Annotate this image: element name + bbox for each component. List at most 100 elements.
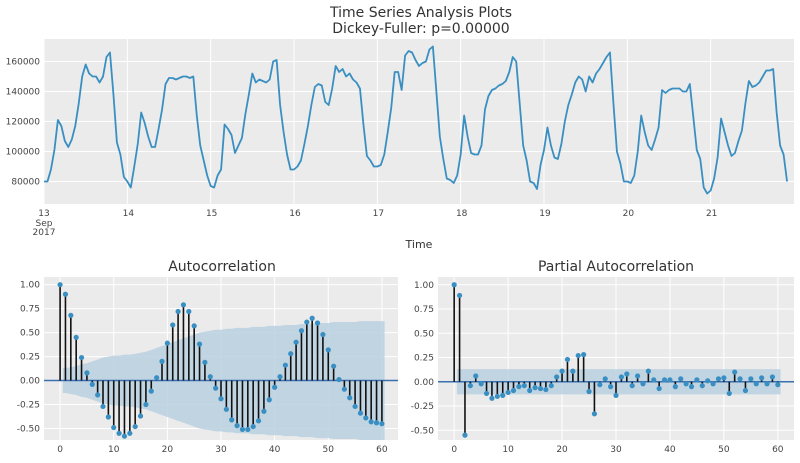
pacf-y-tick-label: 0.50 xyxy=(414,329,434,339)
acf-point xyxy=(191,323,197,329)
pacf-point xyxy=(624,371,630,377)
acf-point xyxy=(84,370,90,376)
pacf-point xyxy=(656,385,662,392)
pacf-y-tick-label: 0.75 xyxy=(414,305,434,315)
acf-point xyxy=(121,433,128,439)
pacf-point xyxy=(473,373,479,379)
pacf-x-tick-label: 0 xyxy=(451,445,457,455)
pacf-point xyxy=(489,395,495,401)
pacf-title: Partial Autocorrelation xyxy=(538,259,694,275)
ts-x-tick-label: 20 xyxy=(623,209,635,219)
pacf-point xyxy=(721,375,727,381)
acf-point xyxy=(229,417,235,423)
acf-x-tick-label: 20 xyxy=(162,445,174,455)
pacf-point xyxy=(613,392,619,398)
acf-y-tick-label: 0.75 xyxy=(20,305,40,315)
acf-point xyxy=(223,406,229,412)
pacf-point xyxy=(548,383,554,389)
acf-point xyxy=(309,315,315,321)
pacf-point xyxy=(759,375,765,381)
pacf-point xyxy=(775,382,781,388)
ts-x-tick-label: 15 xyxy=(206,209,217,219)
pacf-point xyxy=(769,374,776,380)
ts-x-tick-label: 21 xyxy=(706,209,717,219)
pacf-point xyxy=(462,432,468,438)
acf-point xyxy=(132,423,138,430)
pacf-point xyxy=(467,383,473,389)
acf-point xyxy=(266,397,272,403)
acf-point xyxy=(127,430,133,436)
acf-point xyxy=(78,354,85,361)
acf-point xyxy=(255,418,262,424)
pacf-point xyxy=(586,388,592,395)
pacf-point xyxy=(651,377,657,383)
acf-point xyxy=(170,322,176,328)
pacf-x-tick-label: 40 xyxy=(664,445,676,455)
pacf-point xyxy=(478,381,484,387)
acf-x-tick-label: 30 xyxy=(215,445,227,455)
acf-point xyxy=(277,374,283,380)
pacf-point xyxy=(591,411,598,417)
acf-point xyxy=(298,328,305,334)
acf-point xyxy=(272,384,278,390)
pacf-point xyxy=(672,384,678,390)
pacf-y-tick-label: 0.25 xyxy=(414,354,434,364)
acf-point xyxy=(363,415,369,421)
acf-point xyxy=(111,424,117,431)
acf-y-tick-label: 0.50 xyxy=(20,329,40,339)
acf-point xyxy=(347,395,353,401)
ts-series-line xyxy=(44,45,788,195)
pacf-x-tick-label: 50 xyxy=(718,445,730,455)
pacf-x-tick-label: 60 xyxy=(772,445,784,455)
acf-point xyxy=(196,341,203,347)
pacf-point xyxy=(645,368,651,374)
pacf-point xyxy=(608,384,614,390)
pacf-point xyxy=(575,352,581,359)
acf-point xyxy=(341,386,347,392)
pacf-point xyxy=(667,377,673,383)
pacf-point xyxy=(715,376,722,382)
acf-point xyxy=(218,396,224,402)
ts-x-tick-label: 14 xyxy=(123,209,135,219)
acf-point xyxy=(202,359,208,365)
acf-point xyxy=(234,423,240,429)
pacf-point xyxy=(543,386,549,393)
acf-point xyxy=(261,408,267,414)
acf-point xyxy=(207,374,213,380)
pacf-y-tick-label: 1.00 xyxy=(414,281,434,291)
pacf-point xyxy=(753,381,759,387)
acf-x-tick-label: 60 xyxy=(376,445,388,455)
acf-point xyxy=(95,392,101,398)
acf-point xyxy=(213,385,219,391)
pacf-point xyxy=(494,393,500,399)
acf-point xyxy=(89,381,95,387)
acf-point xyxy=(288,351,294,357)
acf-point xyxy=(293,339,299,345)
pacf-point xyxy=(554,374,560,380)
autocorrelation-panel: 0 10 20 30 40 50 60 -0.50 -0.25 0.00 0.25 0.50 0.75 1… xyxy=(17,277,398,455)
acf-x-tick-label: 40 xyxy=(269,445,281,455)
pacf-y-tick-label: -0.25 xyxy=(411,402,434,412)
pacf-point xyxy=(559,368,565,374)
acf-point xyxy=(154,375,160,381)
acf-point xyxy=(245,426,251,433)
acf-point xyxy=(73,334,79,341)
pacf-point xyxy=(516,384,522,390)
acf-point xyxy=(105,414,111,420)
pacf-y-tick-label: 0.00 xyxy=(414,378,434,388)
acf-point xyxy=(57,282,63,288)
pacf-point xyxy=(570,368,576,374)
pacf-point xyxy=(500,392,506,398)
pacf-point xyxy=(629,383,635,389)
acf-y-tick-label: 0.00 xyxy=(20,377,40,387)
acf-point xyxy=(379,421,385,427)
figure-title: Time Series Analysis Plots xyxy=(329,5,512,21)
pacf-point xyxy=(661,377,668,383)
acf-point xyxy=(325,347,331,353)
acf-point xyxy=(368,419,374,425)
pacf-point xyxy=(764,381,770,387)
pacf-x-tick-label: 30 xyxy=(610,445,622,455)
ts-y-tick-label: 120000 xyxy=(6,118,41,128)
